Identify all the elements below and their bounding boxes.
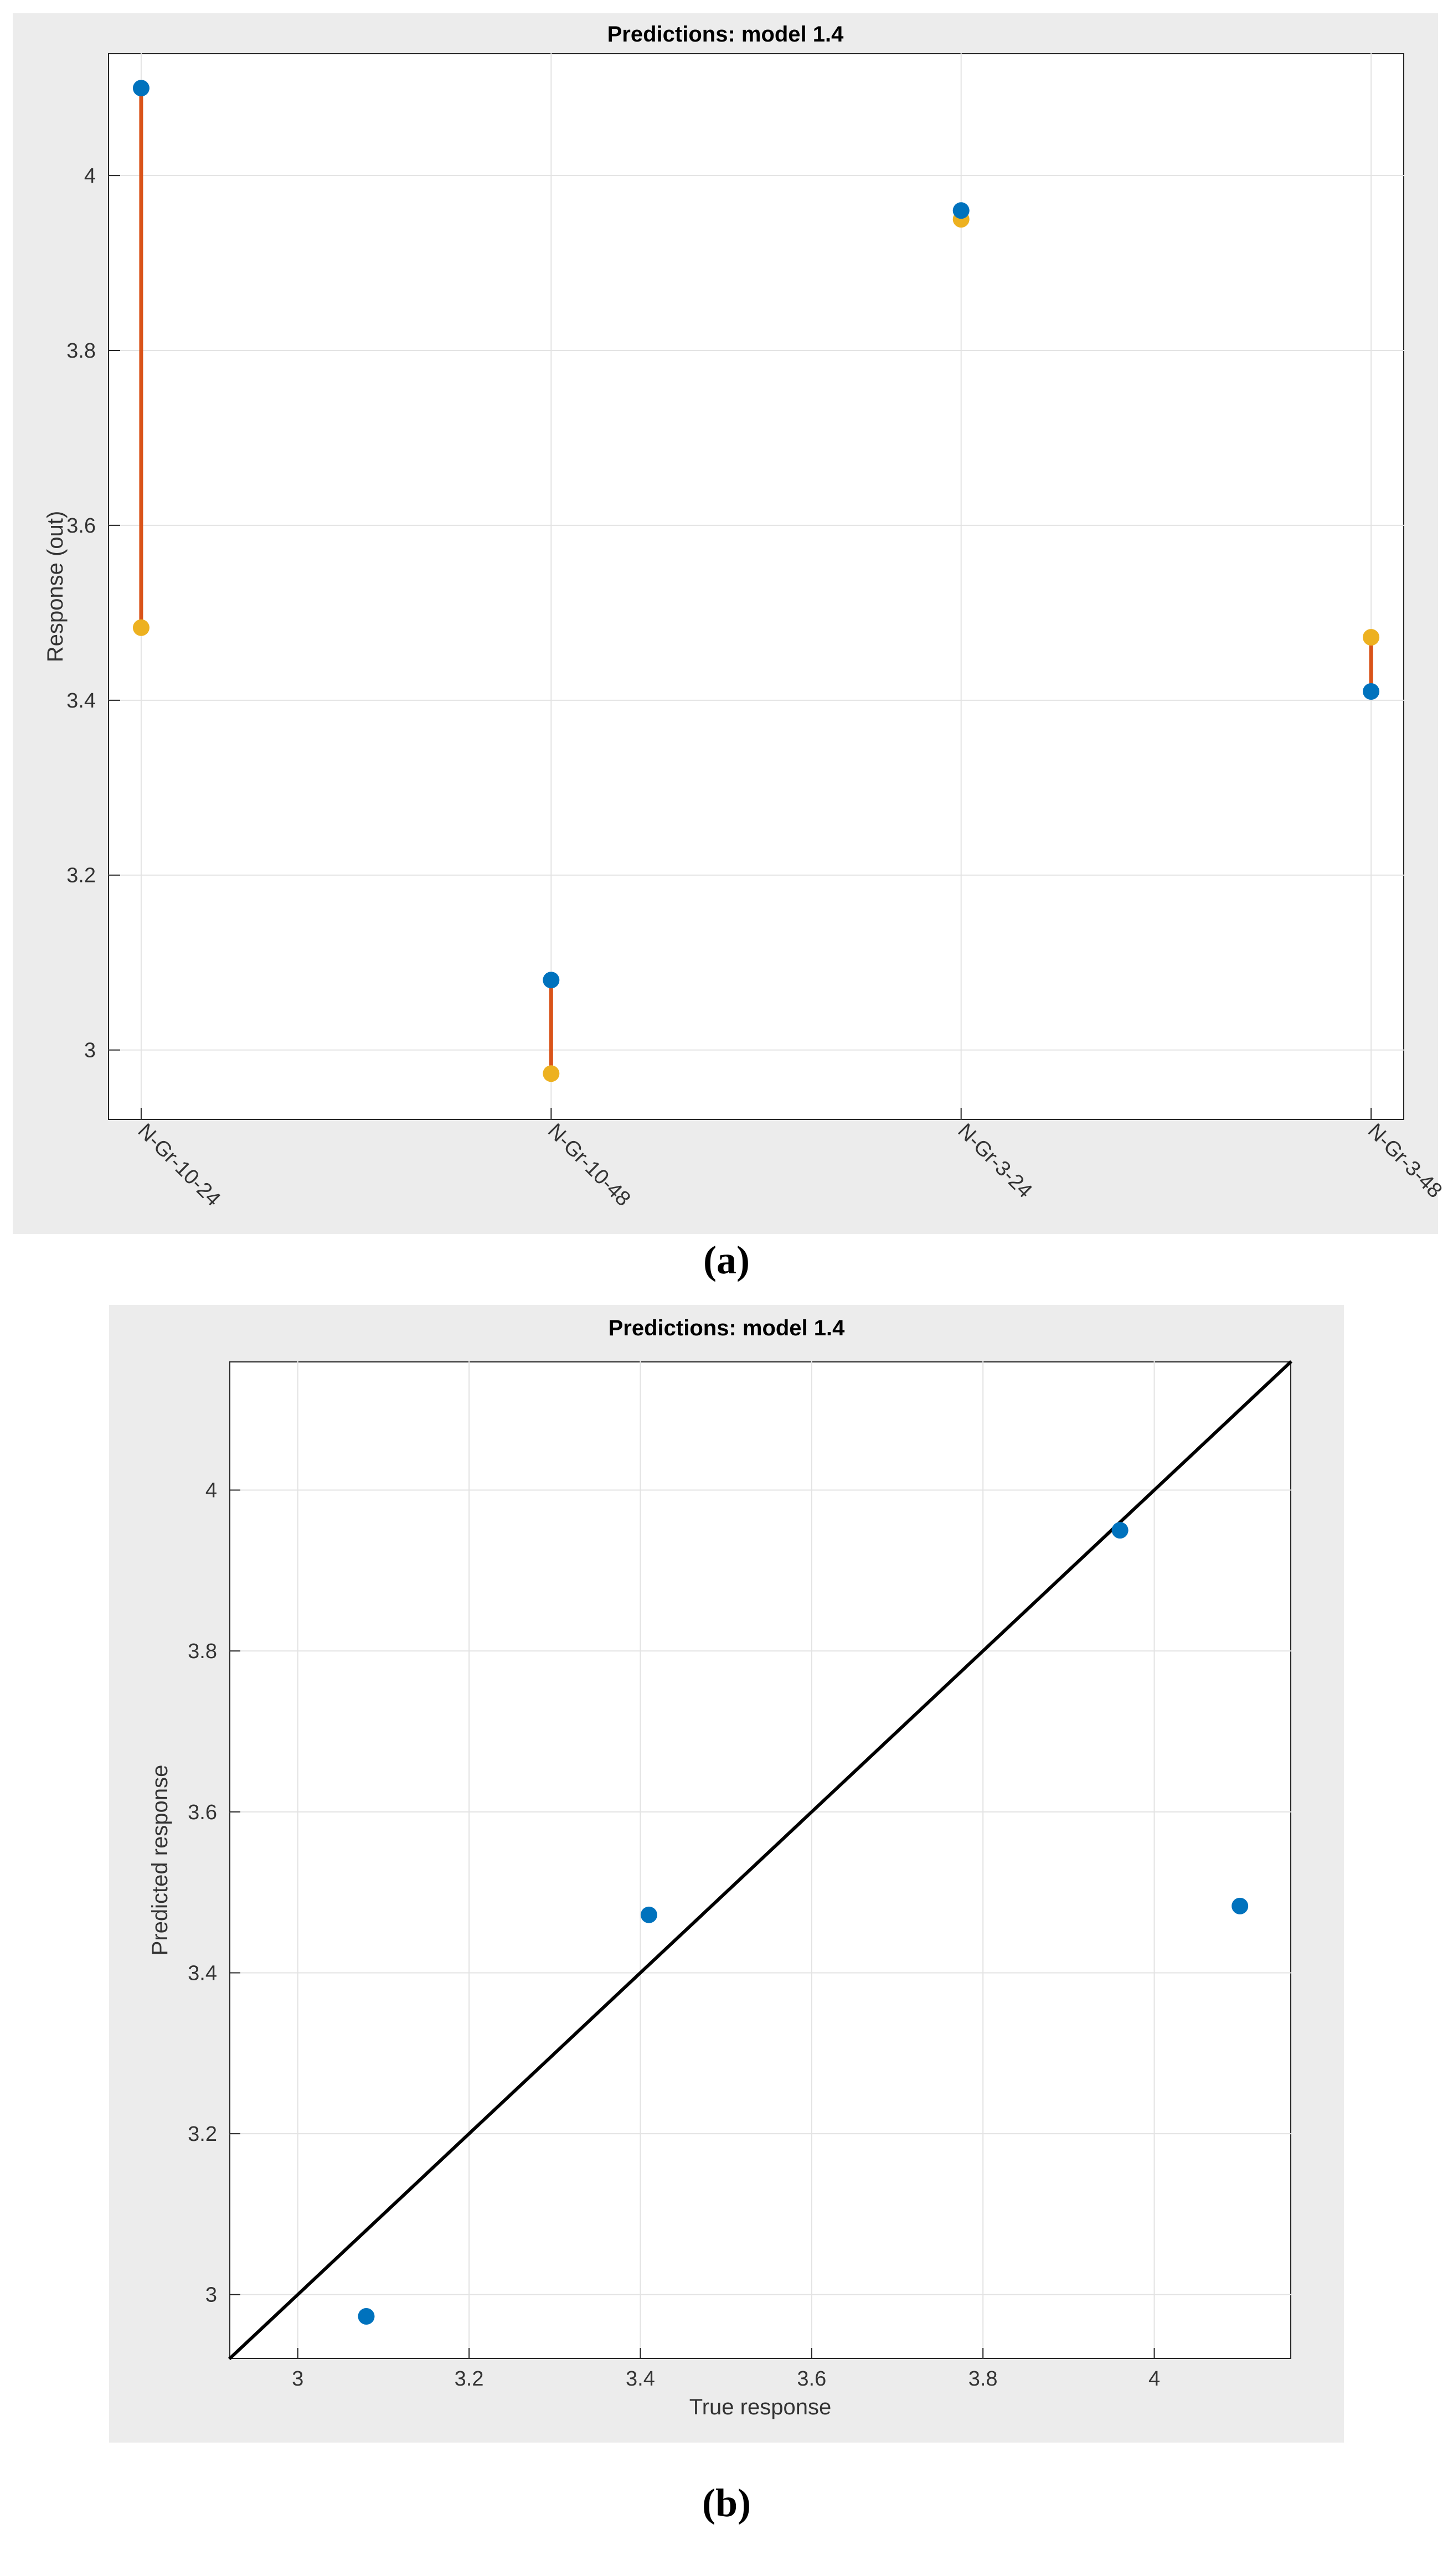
chart-a-true-point	[1363, 683, 1380, 700]
chart-b-x-tick-label: 3.8	[968, 2367, 998, 2391]
chart-b-svg: 3 3.2 3.4 3.6 3.8 4 3 3.2 3.4 3.6 3.8 4 True respons…	[148, 1360, 1293, 2419]
chart-b-x-tick-label: 3.4	[626, 2367, 655, 2391]
chart-b-x-tick-label: 3.6	[797, 2367, 826, 2391]
chart-a-y-axis-title: Response (out)	[43, 511, 68, 662]
panel-b-label: (b)	[702, 2481, 751, 2525]
chart-b-y-tick-label: 3.8	[188, 1640, 217, 1663]
chart-a-y-tick-label: 3.8	[66, 339, 96, 363]
chart-a-true-point	[952, 202, 970, 219]
chart-b-y-tick-label: 3	[205, 2284, 217, 2307]
chart-a-x-tick-label: N-Gr-10-48	[543, 1119, 635, 1211]
chart-a-plot-area	[108, 53, 1404, 1120]
chart-b-y-axis-title: Predicted response	[148, 1765, 172, 1956]
chart-b-x-tick-label: 3	[292, 2367, 303, 2391]
chart-b-y-tick-label: 3.4	[188, 1961, 217, 1985]
chart-a-y-tick-label: 3.2	[66, 864, 96, 887]
chart-a-y-tick-label: 3	[84, 1039, 96, 1062]
chart-b-title: Predictions: model 1.4	[608, 1316, 845, 1340]
chart-panel-b: Predictions: model 1.4 3 3.2 3.4 3.6 3.8 4 3 3.…	[109, 1305, 1344, 2443]
chart-b-data-point	[1232, 1897, 1249, 1914]
chart-b-data-point	[640, 1906, 657, 1923]
chart-a-title: Predictions: model 1.4	[607, 22, 844, 47]
chart-a-predicted-point	[132, 619, 150, 636]
chart-a-y-tick-label: 3.4	[66, 689, 96, 713]
chart-a-x-tick-label: N-Gr-3-48	[1363, 1119, 1447, 1203]
chart-a-y-tick-label: 4	[84, 164, 96, 188]
chart-a-predicted-point	[1363, 629, 1380, 646]
chart-b-data-point	[358, 2307, 375, 2325]
chart-a-x-tick-label: N-Gr-3-24	[953, 1119, 1037, 1203]
chart-b-y-tick-label: 4	[205, 1479, 217, 1503]
panel-a-label: (a)	[703, 1238, 750, 1282]
chart-b-y-tick-label: 3.6	[188, 1801, 217, 1824]
chart-b-x-axis-title: True response	[689, 2395, 831, 2419]
chart-a-true-point	[543, 972, 560, 989]
chart-a-predicted-point	[543, 1065, 560, 1082]
chart-a-y-tick-label: 3.6	[66, 514, 96, 538]
chart-b-x-tick-label: 4	[1148, 2367, 1160, 2391]
chart-a-x-tick-label: N-Gr-10-24	[133, 1119, 225, 1211]
chart-a-true-point	[132, 80, 150, 97]
chart-b-y-tick-label: 3.2	[188, 2123, 217, 2146]
chart-b-x-tick-label: 3.2	[455, 2367, 484, 2391]
chart-a-svg: 3 3.2 3.4 3.6 3.8 4 N-Gr-10-24 N-Gr-10-48 N-Gr-3…	[43, 53, 1446, 1211]
chart-b-reference-line	[228, 1360, 1293, 2361]
chart-b-data-point	[1111, 1522, 1129, 1539]
chart-panel-a: Predictions: model 1.4 3 3.2 3.4 3.6 3.8 4 N-G…	[13, 13, 1446, 1234]
